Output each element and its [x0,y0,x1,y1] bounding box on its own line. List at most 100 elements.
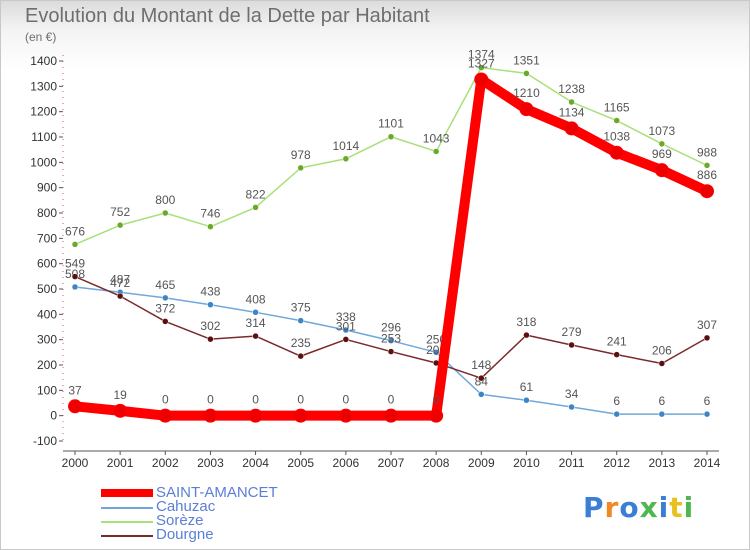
data-point-cahuzac [613,410,620,418]
y-tick-label: 500 [37,282,57,296]
data-label-cahuzac: 487 [110,272,130,286]
data-point-saint-amancet [338,408,353,423]
data-label-dourgne: 253 [381,332,401,346]
data-label-saint-amancet: 886 [697,168,717,182]
data-label-cahuzac: 6 [613,394,620,408]
data-point-cahuzac [432,349,440,356]
data-point-saint-amancet [293,408,308,423]
data-point-saint-amancet [474,72,489,87]
data-label-sor-ze: 978 [291,148,311,162]
data-label-sor-ze: 1238 [558,82,585,96]
data-label-dourgne: 372 [155,301,175,315]
y-tick-label: 0 [50,409,57,423]
logo-letter: x [639,491,659,524]
data-label-cahuzac: 408 [246,292,266,306]
legend-label-saint-amancet: SAINT-AMANCET [156,484,278,501]
y-tick-label: 100 [37,383,57,397]
data-point-sor-ze [71,241,79,248]
data-point-cahuzac [523,396,530,404]
data-label-dourgne: 302 [200,319,220,333]
data-label-saint-amancet: 0 [388,393,395,407]
data-point-sor-ze [568,98,575,106]
data-label-cahuzac: 34 [565,387,579,401]
data-label-sor-ze: 746 [200,207,220,221]
y-tick-label: 400 [37,307,57,321]
data-point-saint-amancet [700,184,714,199]
data-label-cahuzac: 6 [704,394,711,408]
data-label-dourgne: 235 [291,336,311,350]
logo-letter: r [604,491,620,524]
data-point-cahuzac [658,410,666,418]
data-label-saint-amancet: 1134 [559,105,585,119]
logo-letter: t [669,491,684,524]
data-point-saint-amancet [564,121,579,136]
data-point-saint-amancet [384,408,398,423]
data-label-cahuzac: 6 [659,394,666,408]
data-label-dourgne: 549 [65,257,85,271]
data-point-sor-ze [297,164,304,172]
legend-swatch-saint-amancet [101,489,153,497]
x-tick-label: 2003 [197,456,224,470]
logo-letter: P [583,491,605,524]
data-point-sor-ze [703,162,711,169]
data-label-saint-amancet: 19 [113,388,127,402]
data-label-sor-ze: 988 [697,145,717,159]
data-label-sor-ze: 1351 [513,53,540,67]
x-tick-label: 2014 [694,456,721,470]
data-label-sor-ze: 800 [155,193,175,207]
data-point-sor-ze [116,221,124,229]
data-point-dourgne [252,332,259,340]
legend-swatch-cahuzac [101,507,153,509]
x-tick-label: 2000 [62,456,89,470]
data-point-saint-amancet [654,163,669,178]
data-label-sor-ze: 1374 [468,48,495,62]
data-label-sor-ze: 1073 [649,124,676,138]
data-point-dourgne [387,348,395,355]
logo-letter: o [619,491,640,524]
logo-letter: i [683,491,695,524]
x-tick-label: 2009 [468,456,495,470]
data-point-cahuzac [342,326,350,334]
data-label-dourgne: 279 [562,325,582,339]
data-label-saint-amancet: 0 [343,393,350,407]
x-tick-label: 2007 [378,456,405,470]
legend-label-soreze: Sorèze [156,512,204,529]
y-tick-label: 900 [37,181,57,195]
data-label-sor-ze: 1014 [333,139,360,153]
data-point-sor-ze [342,155,350,163]
data-label-sor-ze: 822 [246,187,266,201]
data-label-saint-amancet: 1327 [468,56,495,70]
data-point-sor-ze [432,148,440,155]
data-point-sor-ze [207,223,214,230]
y-tick-label: 1400 [30,54,57,68]
data-point-sor-ze [613,117,620,124]
data-point-sor-ze [162,209,169,217]
data-point-sor-ze [252,204,259,211]
y-tick-label: 1100 [31,130,57,144]
data-label-sor-ze: 676 [65,224,85,238]
data-point-dourgne [116,292,124,300]
x-tick-label: 2010 [513,456,540,470]
data-point-dourgne [342,336,350,343]
data-point-saint-amancet [113,403,128,418]
y-tick-label: 600 [37,257,57,271]
x-tick-label: 2012 [603,456,630,470]
data-point-cahuzac [297,317,304,324]
data-point-sor-ze [478,64,485,71]
data-point-dourgne [162,318,169,325]
data-point-saint-amancet [158,408,173,423]
data-label-sor-ze: 1165 [604,101,630,115]
data-label-saint-amancet: 969 [652,147,672,161]
chart-unit-label: (en €) [25,30,57,44]
data-point-saint-amancet [203,408,218,423]
data-point-dourgne [207,335,214,343]
data-label-dourgne: 314 [246,316,266,330]
data-point-cahuzac [568,403,575,411]
data-label-dourgne: 318 [516,315,536,329]
legend-swatch-soreze [101,521,153,523]
data-label-saint-amancet: 37 [68,383,82,397]
data-label-sor-ze: 1043 [423,131,450,145]
data-label-saint-amancet: 1210 [513,86,540,100]
